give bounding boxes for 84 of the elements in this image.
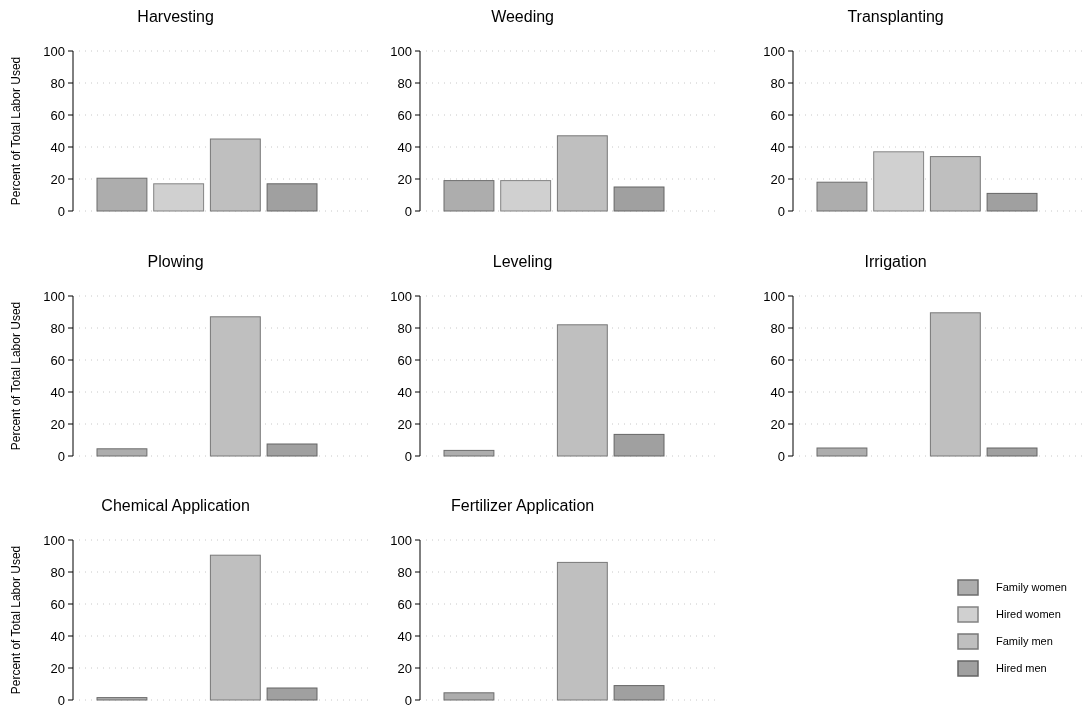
y-tick-label: 0	[57, 203, 65, 219]
chart-title: Leveling	[492, 253, 553, 270]
bar	[986, 192, 1038, 212]
y-tick-label: 20	[770, 171, 785, 187]
chart-title: Irrigation	[864, 253, 927, 270]
bar	[556, 135, 608, 212]
bar	[816, 181, 868, 212]
bar	[613, 186, 665, 212]
y-tick-label: 60	[770, 107, 785, 123]
y-tick-label: 100	[390, 43, 412, 59]
legend-label: Family women	[996, 581, 1067, 594]
y-tick-label: 100	[43, 532, 65, 548]
bar	[443, 180, 495, 212]
y-tick-label: 80	[397, 75, 412, 91]
y-tick-label: 80	[50, 320, 65, 336]
bar	[96, 697, 148, 701]
y-tick-label: 100	[390, 288, 412, 304]
y-tick-label: 80	[50, 75, 65, 91]
y-tick-label: 80	[50, 564, 65, 580]
bar	[443, 449, 495, 457]
y-tick-label: 0	[57, 692, 65, 706]
y-tick-label: 0	[777, 448, 785, 464]
chart-title: Fertilizer Application	[451, 497, 595, 514]
y-axis-title: Percent of Total Labor Used	[9, 545, 23, 695]
chart-title: Weeding	[491, 8, 555, 25]
y-tick-label: 100	[763, 43, 785, 59]
bar	[266, 183, 318, 212]
y-tick-label: 20	[397, 660, 412, 676]
y-axis-title: Percent of Total Labor Used	[9, 301, 23, 451]
y-tick-label: 40	[770, 139, 785, 155]
y-tick-label: 40	[397, 384, 412, 400]
y-tick-label: 60	[50, 352, 65, 368]
y-tick-label: 20	[770, 416, 785, 432]
y-tick-label: 60	[770, 352, 785, 368]
y-tick-label: 0	[404, 203, 412, 219]
y-tick-label: 60	[50, 596, 65, 612]
y-tick-label: 40	[50, 384, 65, 400]
chart-title: Plowing	[147, 253, 204, 270]
legend-label: Hired women	[996, 608, 1061, 621]
bar	[556, 561, 608, 701]
y-tick-label: 80	[770, 75, 785, 91]
y-tick-label: 60	[397, 352, 412, 368]
legend-label: Family men	[996, 635, 1053, 648]
y-tick-label: 0	[777, 203, 785, 219]
bar	[266, 443, 318, 457]
y-tick-label: 100	[763, 288, 785, 304]
y-tick-label: 0	[57, 448, 65, 464]
y-tick-label: 80	[397, 564, 412, 580]
bar	[96, 177, 148, 212]
bar	[96, 448, 148, 457]
chart-title: Chemical Application	[101, 497, 250, 514]
y-tick-label: 80	[397, 320, 412, 336]
chart-title: Harvesting	[137, 8, 214, 25]
y-tick-label: 100	[43, 288, 65, 304]
y-tick-label: 20	[397, 171, 412, 187]
y-tick-label: 20	[50, 416, 65, 432]
bar	[556, 324, 608, 457]
y-tick-label: 40	[50, 139, 65, 155]
y-tick-label: 60	[397, 596, 412, 612]
y-tick-label: 100	[390, 532, 412, 548]
bar	[443, 692, 495, 701]
y-tick-label: 60	[397, 107, 412, 123]
y-tick-label: 20	[50, 660, 65, 676]
y-tick-label: 40	[770, 384, 785, 400]
bar	[209, 138, 261, 212]
bar	[613, 433, 665, 457]
y-tick-label: 100	[43, 43, 65, 59]
bar	[209, 554, 261, 701]
legend-label: Hired men	[996, 662, 1047, 675]
bar	[209, 316, 261, 457]
bar	[613, 685, 665, 701]
y-tick-label: 60	[50, 107, 65, 123]
y-tick-label: 40	[397, 139, 412, 155]
y-axis-title: Percent of Total Labor Used	[9, 56, 23, 206]
chart-title: Transplanting	[847, 8, 944, 25]
bar	[266, 687, 318, 701]
bar	[929, 156, 981, 212]
y-tick-label: 0	[404, 448, 412, 464]
y-tick-label: 40	[50, 628, 65, 644]
y-tick-label: 40	[397, 628, 412, 644]
y-tick-label: 20	[397, 416, 412, 432]
y-tick-label: 80	[770, 320, 785, 336]
y-tick-label: 0	[404, 692, 412, 706]
y-tick-label: 20	[50, 171, 65, 187]
